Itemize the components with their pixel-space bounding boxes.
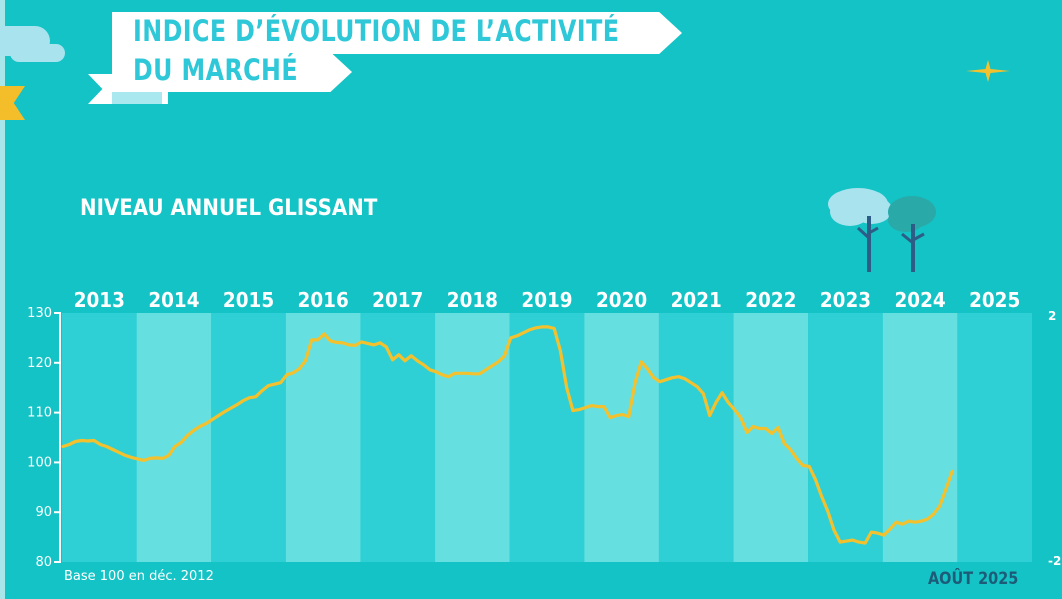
x-tick-label: 2024: [894, 288, 945, 312]
chart-subtitle: NIVEAU ANNUEL GLISSANT: [80, 196, 378, 221]
right-axis-mark: -2: [1048, 554, 1062, 568]
y-tick-label: 110: [27, 406, 52, 421]
title-banner: [112, 12, 682, 54]
x-tick-label: 2013: [74, 288, 125, 312]
x-tick-label: 2025: [969, 288, 1020, 312]
x-tick-label: 2021: [671, 288, 722, 312]
year-band: [584, 313, 659, 562]
year-band: [285, 313, 361, 562]
year-band: [62, 313, 137, 562]
title-banner: [112, 52, 352, 92]
y-tick-label: 90: [35, 505, 52, 520]
x-tick-label: 2018: [447, 288, 498, 312]
year-band: [360, 313, 436, 562]
x-tick-label: 2017: [372, 288, 423, 312]
x-tick-label: 2020: [596, 288, 647, 312]
series-line: [61, 325, 954, 545]
trees-icon: [828, 188, 936, 272]
y-tick-label: 120: [27, 356, 52, 371]
x-tick-label: 2014: [148, 288, 199, 312]
y-tick-label: 130: [27, 306, 52, 321]
cloud-icon: [10, 44, 65, 62]
year-band: [733, 313, 809, 562]
year-band: [509, 313, 585, 562]
year-band: [957, 313, 1032, 562]
right-axis-mark: 2: [1048, 309, 1057, 323]
year-band: [808, 313, 883, 562]
date-stamp: AOÛT 2025: [928, 569, 1019, 589]
title-banner-fold: [112, 88, 162, 104]
year-band: [136, 313, 212, 562]
page-title-line2: DU MARCHÉ: [133, 53, 298, 87]
year-band: [211, 313, 286, 562]
base-note: Base 100 en déc. 2012: [64, 569, 214, 584]
x-tick-label: 2016: [298, 288, 349, 312]
year-band: [435, 313, 510, 562]
page-title: INDICE D’ÉVOLUTION DE L’ACTIVITÉ: [133, 14, 620, 48]
y-tick-label: 80: [35, 555, 52, 570]
x-tick-label: 2015: [223, 288, 274, 312]
x-tick-label: 2019: [521, 288, 572, 312]
x-tick-label: 2023: [820, 288, 871, 312]
x-tick-label: 2022: [745, 288, 796, 312]
left-edge-strip: [0, 0, 5, 599]
star-icon: [966, 60, 1010, 82]
year-band: [658, 313, 734, 562]
y-tick-label: 100: [27, 455, 52, 470]
